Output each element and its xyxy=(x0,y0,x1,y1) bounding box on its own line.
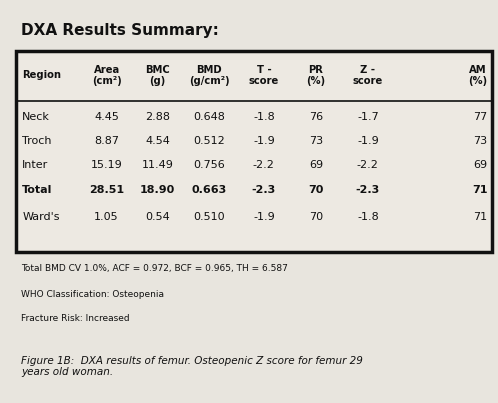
Text: Z -
score: Z - score xyxy=(353,64,383,86)
Text: 69: 69 xyxy=(474,160,488,170)
FancyBboxPatch shape xyxy=(16,52,492,251)
Text: 73: 73 xyxy=(309,137,323,146)
Text: 77: 77 xyxy=(474,112,488,123)
Text: 76: 76 xyxy=(309,112,323,123)
Text: 0.648: 0.648 xyxy=(193,112,225,123)
Text: Total BMD CV 1.0%, ACF = 0.972, BCF = 0.965, TH = 6.587: Total BMD CV 1.0%, ACF = 0.972, BCF = 0.… xyxy=(21,264,288,272)
Text: PR
(%): PR (%) xyxy=(306,64,325,86)
Text: 15.19: 15.19 xyxy=(91,160,123,170)
Text: Inter: Inter xyxy=(22,160,48,170)
Text: -2.2: -2.2 xyxy=(253,160,275,170)
Text: Troch: Troch xyxy=(22,137,52,146)
Text: -1.9: -1.9 xyxy=(357,137,378,146)
Text: -1.8: -1.8 xyxy=(357,212,378,222)
Text: BMD
(g/cm²): BMD (g/cm²) xyxy=(189,64,230,86)
Text: 0.54: 0.54 xyxy=(145,212,170,222)
Text: 0.512: 0.512 xyxy=(194,137,225,146)
Text: -1.9: -1.9 xyxy=(253,212,275,222)
Text: 70: 70 xyxy=(308,185,324,195)
Text: 11.49: 11.49 xyxy=(141,160,173,170)
Text: Total: Total xyxy=(22,185,53,195)
Text: Area
(cm²): Area (cm²) xyxy=(92,64,122,86)
Text: 70: 70 xyxy=(309,212,323,222)
Text: DXA Results Summary:: DXA Results Summary: xyxy=(21,23,219,38)
Text: BMC
(g): BMC (g) xyxy=(145,64,170,86)
Text: -1.9: -1.9 xyxy=(253,137,275,146)
Text: WHO Classification: Osteopenia: WHO Classification: Osteopenia xyxy=(21,289,164,299)
Text: 4.45: 4.45 xyxy=(94,112,119,123)
Text: 0.663: 0.663 xyxy=(192,185,227,195)
Text: 69: 69 xyxy=(309,160,323,170)
Text: 71: 71 xyxy=(474,212,488,222)
Text: Ward's: Ward's xyxy=(22,212,60,222)
Text: 1.05: 1.05 xyxy=(94,212,119,222)
Text: 0.756: 0.756 xyxy=(194,160,225,170)
Text: -1.8: -1.8 xyxy=(253,112,275,123)
Text: Figure 1B:  DXA results of femur. Osteopenic Z score for femur 29
years old woma: Figure 1B: DXA results of femur. Osteope… xyxy=(21,355,363,377)
Text: -1.7: -1.7 xyxy=(357,112,378,123)
Text: -2.3: -2.3 xyxy=(356,185,380,195)
Text: -2.3: -2.3 xyxy=(251,185,276,195)
Text: T -
score: T - score xyxy=(249,64,279,86)
Text: Neck: Neck xyxy=(22,112,50,123)
Text: 2.88: 2.88 xyxy=(145,112,170,123)
Text: 0.510: 0.510 xyxy=(194,212,225,222)
Text: -2.2: -2.2 xyxy=(357,160,379,170)
Text: 28.51: 28.51 xyxy=(89,185,124,195)
Text: AM
(%): AM (%) xyxy=(469,64,488,86)
Text: 18.90: 18.90 xyxy=(140,185,175,195)
Text: 4.54: 4.54 xyxy=(145,137,170,146)
Text: 8.87: 8.87 xyxy=(94,137,119,146)
Text: 73: 73 xyxy=(474,137,488,146)
Text: Fracture Risk: Increased: Fracture Risk: Increased xyxy=(21,314,130,322)
Text: 71: 71 xyxy=(472,185,488,195)
Text: Region: Region xyxy=(22,71,61,81)
